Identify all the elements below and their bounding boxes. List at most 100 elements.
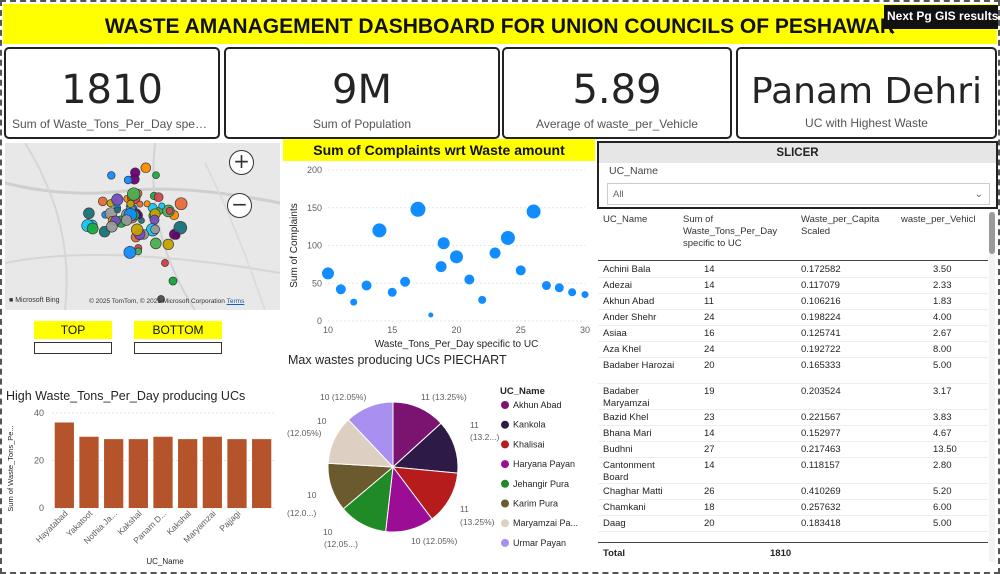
table-row[interactable]: Ander Shehr 24 0.198224 4.00 [598,310,988,326]
table-row[interactable]: Budhni 27 0.217463 13.50 [598,442,988,458]
table-row[interactable]: Bhana Mari 14 0.152977 4.67 [598,426,988,442]
map-canvas[interactable] [5,143,280,310]
table-cell-name: Budhni [603,444,633,455]
table-cell-tons: 24 [704,344,715,355]
kpi-card-total-waste: 1810 Sum of Waste_Tons_Per_Day specific … [4,47,220,139]
scatter-point [526,204,541,219]
map-bubble [143,200,151,208]
column-header-waste-tons[interactable]: Sum of Waste_Tons_Per_Day specific to UC [683,214,778,249]
bing-logo: ■ Microsoft Bing [9,297,60,304]
bottom-button-box[interactable] [134,342,222,354]
scatter-point [335,284,346,295]
map-bubble [120,214,133,226]
scatter-point [410,201,426,217]
uc-table: UC_Name Sum of Waste_Tons_Per_Day specif… [598,209,998,565]
table-cell-tons: 26 [704,486,715,497]
map-bubble [140,162,152,174]
scatter-point [500,230,515,245]
map-bubble [152,171,160,180]
scatter-point [428,312,434,318]
map-bubble [105,220,118,233]
map-zoom-out-button[interactable]: − [227,193,252,218]
table-cell-capita: 0.118157 [801,460,840,471]
column-header-waste-per-capita[interactable]: Waste_per_Capita Scaled [801,214,880,237]
map-bubble [123,175,133,185]
scatter-point [581,291,589,299]
bar-chart-title: High Waste_Tons_Per_Day producing UCs [6,389,246,403]
pie-data-label: 11 [470,420,479,430]
table-scrollbar-thumb[interactable] [989,212,995,254]
pie-data-label: 10 (12.05%) [320,392,366,402]
bar [54,422,74,508]
slicer-label: UC_Name [609,165,659,177]
scatter-y-axis-label: Sum of Complaints [289,203,300,287]
table-row[interactable]: Asiaa 16 0.125741 2.67 [598,326,988,342]
table-cell-capita: 0.221567 [801,412,841,423]
table-row[interactable]: Cantonment Board 14 0.118157 2.80 [598,458,988,484]
map-zoom-in-button[interactable]: + [229,150,254,175]
pie-legend-item: Kankola [513,420,546,430]
table-row[interactable]: Badaber Maryamzai 19 0.203524 3.17 [598,384,988,410]
table-row[interactable]: Adezai 14 0.117079 2.33 [598,278,988,294]
pie-legend-marker [501,479,509,488]
table-row[interactable]: Daag 20 0.183418 5.00 [598,516,988,532]
table-cell-vehicle: 8.00 [933,344,952,355]
table-row[interactable]: Badaber Harozai 20 0.165333 5.00 [598,358,988,384]
pie-data-label: (12.05...) [324,539,358,549]
bar-y-tick: 0 [39,503,44,513]
table-cell-vehicle: 5.20 [933,486,952,497]
map-bubble [158,202,166,210]
table-cell-vehicle: 1.83 [933,296,952,307]
scatter-x-tick: 20 [451,325,461,335]
table-row[interactable]: Achini Bala 14 0.172582 3.50 [598,262,988,278]
pie-legend-item: Urmar Payan [513,538,566,548]
next-page-button[interactable]: Next Pg GIS results [884,5,998,29]
column-header-uc-name[interactable]: UC_Name [603,214,648,225]
table-scrollbar[interactable] [989,212,995,562]
bar-x-tick: Hayatabad [34,508,70,544]
bar [104,439,124,508]
map-bubble [127,187,141,201]
table-cell-vehicle: 4.67 [933,428,952,439]
table-cell-vehicle: 2.67 [933,328,952,339]
table-row[interactable]: Akhun Abad 11 0.106216 1.83 [598,294,988,310]
bar [79,436,99,508]
page-title: WASTE AMANAGEMENT DASHBOARD FOR UNION CO… [3,4,997,44]
top-button[interactable]: TOP [34,321,112,339]
slicer-dropdown[interactable]: All ⌄ [607,183,990,205]
table-cell-name: Ander Shehr [603,312,657,323]
map-bubble [111,193,124,206]
scatter-y-tick: 150 [307,203,322,213]
map-terms-link[interactable]: Terms [226,298,245,305]
scatter-point [437,237,450,250]
scatter-point [322,267,334,280]
pie-data-label: 10 [307,490,317,500]
table-row[interactable]: Bazid Khel 23 0.221567 3.83 [598,410,988,426]
table-row[interactable]: Chamkani 18 0.257632 6.00 [598,500,988,516]
table-cell-vehicle: 6.00 [933,502,952,513]
table-row[interactable]: Chaghar Matti 26 0.410269 5.20 [598,484,988,500]
map-bubble [123,246,137,259]
table-cell-capita: 0.203524 [801,386,841,397]
bottom-button[interactable]: BOTTOM [134,321,222,339]
top-button-box[interactable] [34,342,112,354]
uc-bubble-map[interactable]: + − ■ Microsoft Bing © 2025 TomTom, © 20… [5,143,280,310]
pie-slice [391,422,459,474]
table-row[interactable]: Aza Khel 24 0.192722 8.00 [598,342,988,358]
pie-chart-title: Max wastes producing UCs PIECHART [288,353,507,367]
pie-legend-item: Jehangir Pura [513,479,569,489]
table-cell-capita: 0.192722 [801,344,841,355]
total-label: Total [603,548,625,559]
scatter-point [400,276,411,287]
column-header-waste-per-vehicle[interactable]: waste_per_Vehicl [901,214,976,225]
pie-data-label: (13.25%) [460,517,495,527]
table-cell-name: Bhana Mari [603,428,652,439]
scatter-chart: 0 50 100 150 200 10 15 20 25 30 Waste_Tons_Per_Day… [289,165,590,350]
table-cell-tons: 23 [704,412,715,423]
map-bubble [150,224,160,235]
table-total-row: Total 1810 [598,542,988,564]
scatter-point [450,250,463,264]
pie-slice [392,401,442,469]
chevron-down-icon[interactable]: ⌄ [974,189,983,200]
pie-data-label: 10 (12.05%) [411,536,457,546]
